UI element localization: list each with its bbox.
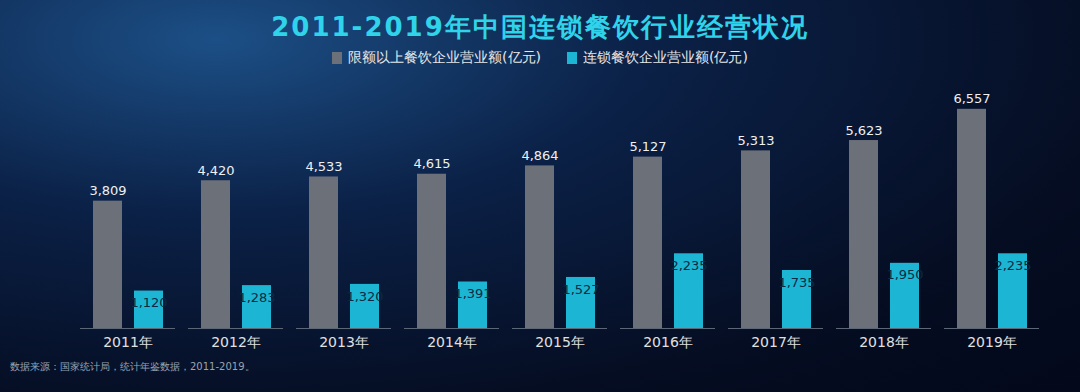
- svg-text:4,533: 4,533: [305, 159, 342, 174]
- svg-text:5,623: 5,623: [845, 123, 882, 138]
- html-text:2011-2019年中国连锁餐饮行业经营状况: 2011-2019年中国连锁餐饮行业经营状况: [271, 12, 809, 42]
- svg-text:4,864: 4,864: [521, 148, 558, 163]
- svg-text:2019年: 2019年: [967, 334, 1017, 350]
- svg-text:2017年: 2017年: [751, 334, 801, 350]
- svg-text:2012年: 2012年: [211, 334, 261, 350]
- svg-text:2014年: 2014年: [427, 334, 477, 350]
- svg-text:1,120: 1,120: [130, 295, 167, 310]
- svg-text:2011年: 2011年: [103, 334, 153, 350]
- svg-text:2016年: 2016年: [643, 334, 693, 350]
- svg-text:5,127: 5,127: [629, 139, 666, 154]
- svg-text:2018年: 2018年: [859, 334, 909, 350]
- svg-text:1,735: 1,735: [778, 275, 815, 290]
- svg-text:3,809: 3,809: [89, 183, 126, 198]
- html-text:数据来源：国家统计局，统计年鉴数据，2011-2019。: 数据来源：国家统计局，统计年鉴数据，2011-2019。: [10, 361, 255, 372]
- svg-text:4,420: 4,420: [197, 163, 234, 178]
- svg-text:2013年: 2013年: [319, 334, 369, 350]
- svg-text:1,391: 1,391: [454, 286, 491, 301]
- svg-text:1,283: 1,283: [238, 290, 275, 305]
- svg-text:5,313: 5,313: [737, 133, 774, 148]
- svg-text:1,950: 1,950: [886, 267, 923, 282]
- html-text:连锁餐饮企业营业额(亿元): 连锁餐饮企业营业额(亿元): [583, 49, 748, 65]
- svg-text:2,235: 2,235: [994, 258, 1031, 273]
- svg-text:1,320: 1,320: [346, 289, 383, 304]
- svg-text:1,527: 1,527: [562, 282, 599, 297]
- svg-text:2015年: 2015年: [535, 334, 585, 350]
- svg-text:4,615: 4,615: [413, 156, 450, 171]
- svg-text:6,557: 6,557: [953, 91, 990, 106]
- svg-text:2,235: 2,235: [670, 258, 707, 273]
- html-text:限额以上餐饮企业营业额(亿元): 限额以上餐饮企业营业额(亿元): [348, 49, 541, 65]
